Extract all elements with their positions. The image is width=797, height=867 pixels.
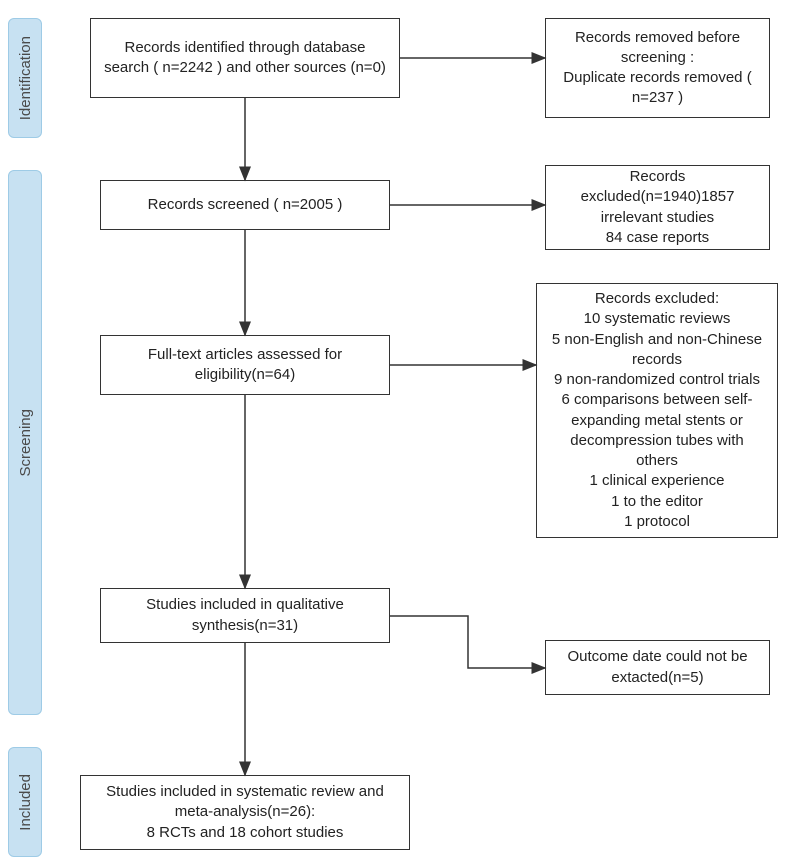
node-text: Studies included in systematic review an… [93,782,397,843]
phase-label-text: Screening [17,409,34,477]
node-text: Records screened ( n=2005 ) [148,195,343,215]
node-identified: Records identified through database sear… [90,18,400,98]
node-excluded-screening: Records excluded(n=1940)1857 irrelevant … [545,165,770,250]
phase-label-text: Included [17,774,34,831]
phase-label-text: Identification [17,36,34,120]
node-removed-before-screening: Records removed before screening :Duplic… [545,18,770,118]
phase-included: Included [8,747,42,857]
node-text: Records removed before screening :Duplic… [558,28,757,109]
node-qualitative-synthesis: Studies included in qualitative synthesi… [100,588,390,643]
phase-identification: Identification [8,18,42,138]
node-text: Studies included in qualitative synthesi… [113,595,377,636]
node-screened: Records screened ( n=2005 ) [100,180,390,230]
phase-screening: Screening [8,170,42,715]
node-text: Outcome date could not be extacted(n=5) [558,647,757,688]
node-text: Records excluded:10 systematic reviews5 … [549,289,765,532]
node-outcome-not-extracted: Outcome date could not be extacted(n=5) [545,640,770,695]
node-text: Full-text articles assessed for eligibil… [113,345,377,386]
node-text: Records identified through database sear… [103,38,387,79]
node-text: Records excluded(n=1940)1857 irrelevant … [558,167,757,248]
node-fulltext-assessed: Full-text articles assessed for eligibil… [100,335,390,395]
node-excluded-fulltext: Records excluded:10 systematic reviews5 … [536,283,778,538]
node-included-final: Studies included in systematic review an… [80,775,410,850]
